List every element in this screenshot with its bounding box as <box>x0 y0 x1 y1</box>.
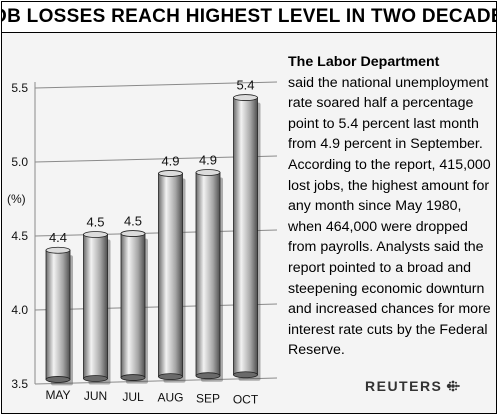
bar-base <box>158 373 183 381</box>
value-label: 4.9 <box>199 153 217 168</box>
logo-dot <box>455 388 458 391</box>
bar-body <box>83 234 108 379</box>
y-axis-ticks: 3.5 4.0 4.5 5.0 5.5 <box>11 81 28 391</box>
bar <box>83 231 108 382</box>
bar-top <box>158 170 183 177</box>
bar <box>120 230 146 381</box>
bar-body <box>45 249 71 380</box>
bar-base <box>83 375 108 382</box>
bar <box>195 169 221 380</box>
logo-dot <box>452 380 455 384</box>
bar <box>158 170 183 381</box>
bar-base <box>120 374 146 381</box>
bar-body <box>158 173 183 378</box>
description-lead: The Labor Department <box>288 54 440 70</box>
bar-base <box>195 372 221 380</box>
value-label: 5.4 <box>236 78 254 93</box>
description-body: said the national unemployment rate soar… <box>288 74 491 359</box>
x-tick-label: JUL <box>122 390 144 404</box>
y-tick-label: 4.5 <box>11 229 28 243</box>
gridline <box>34 81 278 89</box>
logo-dot <box>451 384 456 388</box>
value-label: 4.5 <box>86 215 104 230</box>
bar-body <box>195 172 221 377</box>
bar-base <box>233 371 258 379</box>
x-tick-label: AUG <box>157 391 183 405</box>
y-tick-label: 3.5 <box>11 377 28 391</box>
value-labels: 4.4 4.5 4.5 4.9 4.9 5.4 <box>49 78 255 246</box>
credit-text: REUTERS <box>365 378 443 394</box>
logo-dot <box>455 384 459 388</box>
x-tick-label: SEP <box>196 392 220 406</box>
bar-top <box>233 94 258 101</box>
description-text: The Labor Department said the national un… <box>288 52 494 361</box>
title-bar: JOB LOSSES REACH HIGHEST LEVEL IN TWO DE… <box>2 2 496 33</box>
y-tick-label: 5.5 <box>11 81 28 95</box>
credit-logo: REUTERS <box>365 376 461 396</box>
bar-body <box>120 233 146 378</box>
logo-dot <box>458 385 461 387</box>
bar-body <box>233 97 258 376</box>
gridline <box>34 377 278 385</box>
logo-dot <box>447 383 452 389</box>
bar-top <box>120 230 146 237</box>
x-tick-label: MAY <box>45 388 70 402</box>
bar-shadows <box>51 102 261 386</box>
bar <box>233 94 258 379</box>
logo-dot <box>449 388 452 391</box>
x-tick-label: OCT <box>233 393 259 407</box>
value-label: 4.4 <box>49 230 67 245</box>
bar <box>45 246 71 383</box>
bar-top <box>83 231 108 238</box>
bar-base <box>45 376 71 383</box>
logo-dot <box>452 388 455 392</box>
bars <box>45 94 258 383</box>
logo-dot <box>449 381 452 384</box>
bar-top <box>195 169 221 176</box>
y-axis-label: (%) <box>7 192 26 206</box>
bar-top <box>45 246 71 254</box>
y-tick-label: 5.0 <box>11 155 28 169</box>
y-tick-label: 4.0 <box>11 303 28 317</box>
chart-title: JOB LOSSES REACH HIGHEST LEVEL IN TWO DE… <box>1 6 497 27</box>
x-tick-label: JUN <box>84 389 107 403</box>
reuters-dot-logo-icon <box>447 380 461 392</box>
bar-chart: 3.5 4.0 4.5 5.0 5.5 (%) 4.4 4.5 4.5 4.9 4.9 5.4 M… <box>7 78 278 407</box>
value-label: 4.5 <box>124 214 142 229</box>
gridlines <box>34 81 278 385</box>
logo-dot <box>455 381 458 384</box>
value-label: 4.9 <box>161 153 179 168</box>
x-axis-ticks: MAY JUN JUL AUG SEP OCT <box>45 388 258 407</box>
